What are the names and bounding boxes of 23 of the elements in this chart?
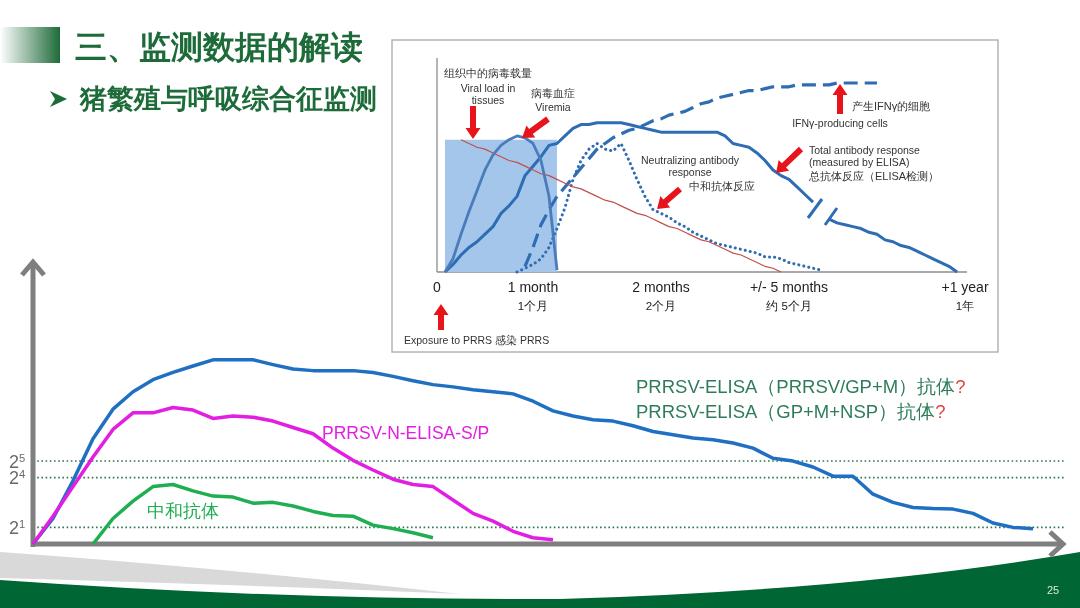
annotation: Total antibody response (measured by ELISA): [809, 144, 921, 168]
annotation: 总抗体反应（ELISA检测）: [808, 170, 940, 182]
annotation: 产生IFNγ的细胞: [852, 100, 931, 112]
annotation: 中和抗体反应: [689, 180, 755, 192]
x-tick-label: +/- 5 months 约 5个月: [749, 279, 829, 312]
x-tick-label: 2 months 2个月: [632, 279, 690, 312]
x-tick-label: +1 year 1年: [941, 279, 989, 312]
annotation: 病毒血症 Viremia: [531, 87, 575, 113]
annotation: PRRSV-ELISA（GP+M+NSP）抗体?: [636, 401, 946, 422]
chart-subtitle: 猪繁殖与呼吸综合征监测: [79, 84, 377, 114]
annotation: 组织中的病毒载量 Viral load in tissues: [444, 67, 532, 106]
series-label: 中和抗体: [147, 501, 219, 521]
y-tick-label: 2$^{1}$: [8, 517, 26, 538]
x-tick-label: 0: [433, 279, 442, 295]
annotation: Exposure to PRRS 感染 PRRS: [404, 334, 550, 346]
annotation: IFNγ-producing cells: [792, 117, 888, 129]
y-tick-label: 2$^{4}$: [8, 468, 26, 489]
x-tick-label: 1 month 1个月: [507, 279, 559, 312]
text: 25: [1046, 584, 1060, 596]
annotation: PRRSV-ELISA（PRRSV/GP+M）抗体?: [636, 376, 966, 397]
series-label: PRRSV-N-ELISA-S/P: [322, 423, 490, 443]
chart-title: 三、监测数据的解读: [75, 29, 363, 65]
annotation: Neutralizing antibody response: [640, 154, 740, 178]
